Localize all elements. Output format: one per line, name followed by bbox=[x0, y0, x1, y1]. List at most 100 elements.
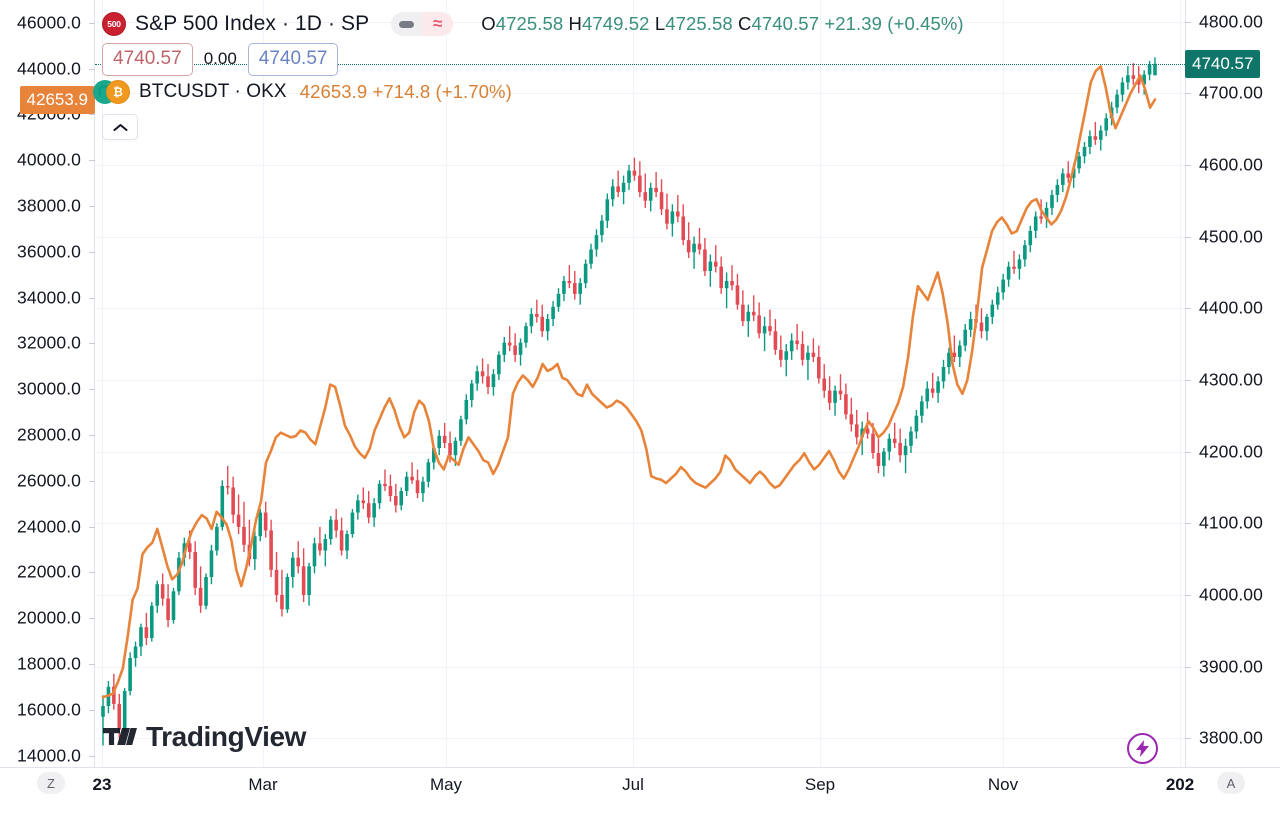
candle-body bbox=[806, 352, 810, 360]
candle-body bbox=[388, 486, 393, 497]
ohlc-high-value: 4749.52 bbox=[582, 13, 650, 34]
candle-body bbox=[1126, 75, 1130, 83]
candle-body bbox=[811, 352, 816, 357]
candle-body bbox=[936, 381, 940, 393]
gridline-horizontal bbox=[95, 666, 1185, 668]
chart-plot-area[interactable] bbox=[95, 0, 1185, 767]
right-axis-tick-label: 3900.00 bbox=[1199, 656, 1263, 677]
candle-body bbox=[768, 326, 772, 332]
candle-body bbox=[882, 451, 886, 466]
gridline-horizontal bbox=[95, 308, 1185, 310]
bar-style-icon[interactable] bbox=[391, 12, 423, 36]
left-axis-tick-label: 16000.0 bbox=[17, 699, 81, 720]
collapse-legend-button[interactable] bbox=[102, 114, 138, 140]
left-axis-tick-label: 20000.0 bbox=[17, 607, 81, 628]
left-price-axis[interactable]: 46000.0 44000.0 42000.0 40000.0 38000.0 36000… bbox=[0, 0, 95, 767]
candle-body bbox=[253, 536, 257, 560]
candle-body bbox=[730, 280, 734, 286]
candle-body bbox=[160, 584, 165, 599]
auto-scale-button[interactable]: A bbox=[1217, 772, 1245, 794]
candle-body bbox=[101, 706, 105, 717]
candle-body bbox=[670, 211, 675, 224]
candle-body bbox=[529, 313, 534, 327]
candle-body bbox=[1120, 82, 1125, 95]
candle-body bbox=[1104, 118, 1108, 131]
zoom-button[interactable]: Z bbox=[37, 772, 65, 794]
candle-body bbox=[421, 481, 425, 494]
candle-body bbox=[361, 500, 366, 504]
candle-body bbox=[285, 577, 290, 610]
candle-body bbox=[947, 352, 951, 368]
candle-body bbox=[1088, 136, 1092, 147]
gridline-horizontal bbox=[95, 236, 1185, 238]
candle-body bbox=[372, 503, 376, 518]
candle-body bbox=[431, 448, 436, 463]
candle-body bbox=[486, 376, 490, 388]
primary-symbol-title[interactable]: S&P 500 Index · 1D · SP bbox=[135, 12, 370, 35]
candle-body bbox=[323, 539, 328, 551]
left-axis-tick-label: 18000.0 bbox=[17, 653, 81, 674]
candle-body bbox=[150, 605, 154, 638]
candle-body bbox=[583, 263, 588, 284]
ohlc-high-label: H bbox=[568, 13, 582, 34]
right-axis-tick-label: 3800.00 bbox=[1199, 727, 1263, 748]
candle-body bbox=[665, 209, 669, 224]
candle-body bbox=[524, 326, 528, 343]
candle-body bbox=[356, 500, 360, 513]
current-price-line bbox=[95, 64, 1185, 66]
legend-row-primary[interactable]: 500 S&P 500 Index · 1D · SP ≈ O4725.58 H… bbox=[102, 8, 964, 40]
candle-body bbox=[209, 550, 214, 578]
secondary-symbol-title[interactable]: BTCUSDT · OKX bbox=[139, 81, 287, 102]
candle-body bbox=[187, 543, 192, 552]
gridline-vertical bbox=[263, 0, 264, 767]
candle-body bbox=[708, 261, 713, 271]
candle-body bbox=[925, 388, 930, 402]
approximately-equal-icon[interactable]: ≈ bbox=[422, 12, 454, 36]
candle-body bbox=[556, 293, 561, 307]
left-axis-tick-label: 38000.0 bbox=[17, 195, 81, 216]
candle-body bbox=[437, 435, 442, 449]
left-axis-tick bbox=[89, 663, 95, 665]
price-box-bid[interactable]: 4740.57 bbox=[102, 42, 193, 76]
right-axis-tick-label: 4800.00 bbox=[1199, 11, 1263, 31]
candle-body bbox=[328, 519, 333, 540]
candle-body bbox=[280, 594, 284, 610]
candle-body bbox=[545, 318, 550, 332]
candle-body bbox=[231, 487, 235, 515]
ohlc-open-label: O bbox=[481, 13, 496, 34]
price-box-ask[interactable]: 4740.57 bbox=[247, 42, 339, 76]
time-axis-tick-label: Nov bbox=[987, 775, 1019, 794]
lightning-bolt-icon[interactable] bbox=[1127, 733, 1158, 764]
candle-body bbox=[968, 318, 973, 330]
candle-body bbox=[762, 326, 767, 334]
candle-body bbox=[909, 431, 913, 446]
left-axis-tick-label: 46000.0 bbox=[17, 12, 81, 33]
left-axis-tick bbox=[89, 755, 95, 757]
candle-body bbox=[887, 438, 892, 452]
time-axis-tick-label: 23 bbox=[92, 775, 112, 794]
candle-body bbox=[751, 311, 756, 316]
ohlc-open-value: 4725.58 bbox=[495, 13, 564, 34]
candle-body bbox=[198, 587, 203, 606]
candle-body bbox=[854, 424, 859, 438]
time-axis[interactable] bbox=[0, 767, 1280, 827]
candle-body bbox=[394, 496, 398, 506]
candle-body bbox=[410, 476, 414, 481]
candle-body bbox=[464, 399, 469, 420]
right-axis-tick bbox=[1185, 523, 1191, 525]
candle-body bbox=[171, 591, 176, 621]
candle-body bbox=[795, 340, 799, 345]
candle-body bbox=[735, 285, 740, 305]
candle-body bbox=[540, 316, 545, 332]
chart-series-svg bbox=[101, 57, 1157, 746]
candle-body bbox=[459, 419, 463, 441]
candle-body bbox=[480, 371, 485, 377]
ohlc-change-percent: (+0.45%) bbox=[887, 13, 964, 34]
candle-body bbox=[990, 304, 995, 317]
ohlc-low-label: L bbox=[654, 13, 666, 34]
right-axis-tick bbox=[1185, 379, 1191, 381]
right-price-axis[interactable]: 4800.00 4700.00 4600.00 4500.00 4400.00 4300.… bbox=[1185, 0, 1280, 767]
legend-row-secondary[interactable]: ₿ BTCUSDT · OKX 42653.9 +714.8 (+1.70%) bbox=[93, 76, 964, 108]
candle-body bbox=[334, 519, 338, 531]
candle-body bbox=[903, 445, 908, 456]
